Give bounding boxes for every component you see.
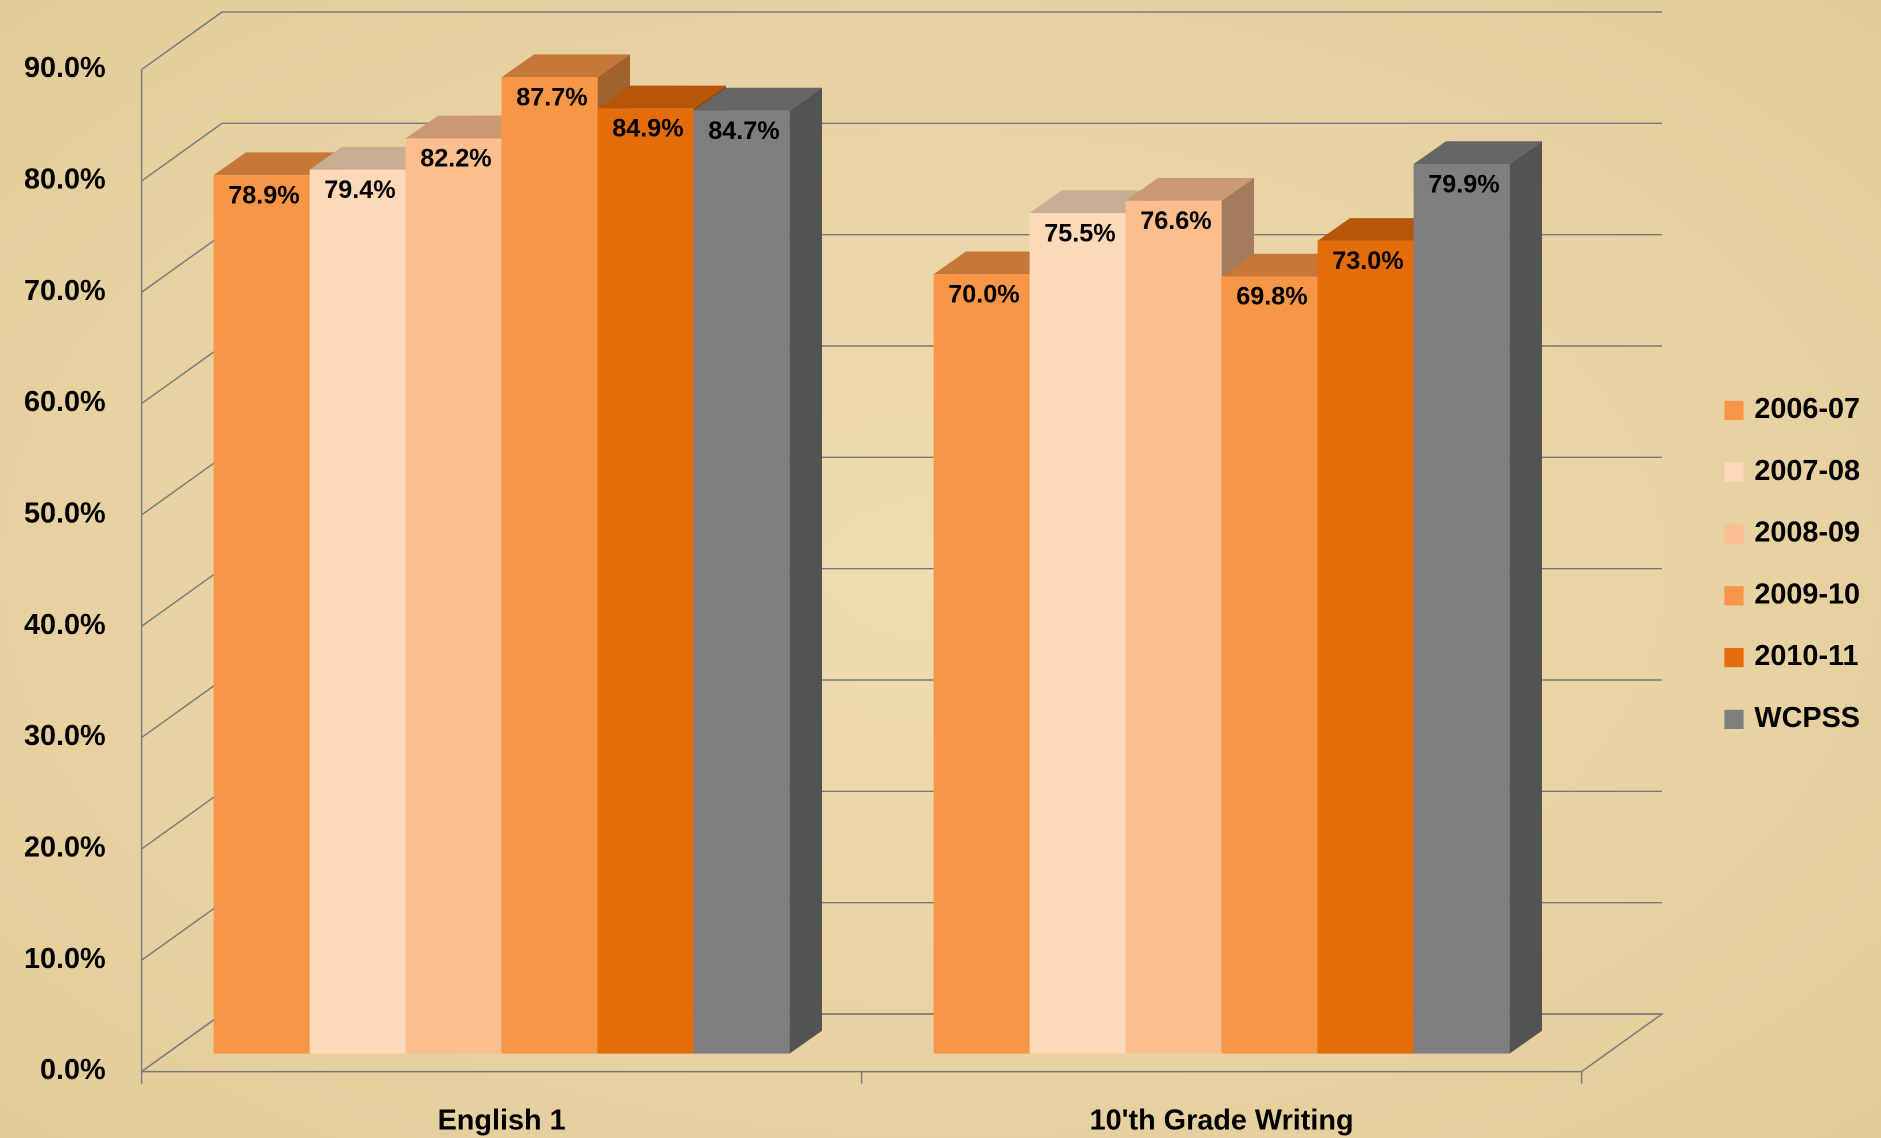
legend-label: 2008-09 <box>1754 517 1860 549</box>
data-label: 76.6% <box>1140 207 1211 235</box>
bar-top <box>501 54 630 78</box>
y-tick-label: 90.0% <box>24 52 106 84</box>
legend-label: 2007-08 <box>1754 455 1860 487</box>
y-tick-label: 50.0% <box>24 498 106 530</box>
bar <box>933 274 1030 1054</box>
legend-label: 2010-11 <box>1754 640 1858 672</box>
y-tick-label: 40.0% <box>24 609 106 641</box>
bar-top <box>693 87 823 111</box>
bar-side <box>1509 141 1543 1054</box>
bar <box>501 77 598 1054</box>
y-tick-label: 30.0% <box>24 720 106 752</box>
legend-swatch <box>1724 462 1744 482</box>
bar-top <box>597 85 726 109</box>
data-label: 78.9% <box>228 181 299 209</box>
data-label: 84.9% <box>612 115 683 143</box>
data-label: 69.8% <box>1236 283 1307 311</box>
bar-top <box>1125 177 1254 201</box>
bar <box>1413 164 1510 1054</box>
legend-swatch <box>1724 524 1744 544</box>
data-label: 79.9% <box>1428 170 1499 198</box>
data-label: 73.0% <box>1332 247 1403 275</box>
bar-side <box>789 87 823 1054</box>
y-tick-label: 10.0% <box>24 943 106 975</box>
bar-top <box>1413 141 1543 165</box>
y-tick-label: 80.0% <box>24 164 106 196</box>
legend-swatch <box>1724 586 1744 606</box>
legend-swatch <box>1724 648 1744 668</box>
bar <box>597 108 694 1054</box>
plot-area: 0.0% 10.0% 20.0% 30.0% 40.0% 50.0% 60.0% 70.0% 8… <box>24 11 1860 1137</box>
bar <box>405 138 502 1054</box>
legend-label: 2006-07 <box>1754 393 1860 425</box>
legend-label: WCPSS <box>1754 702 1860 734</box>
bar <box>693 110 790 1054</box>
legend-swatch <box>1724 400 1744 421</box>
bar <box>309 169 406 1054</box>
data-label: 70.0% <box>948 281 1019 309</box>
data-label: 84.7% <box>708 117 779 145</box>
y-tick-label: 20.0% <box>24 832 106 864</box>
x-tick-label: 10'th Grade Writing <box>1090 1105 1354 1137</box>
x-tick-label: English 1 <box>438 1105 566 1137</box>
grid-line <box>141 122 1663 182</box>
y-tick-label: 60.0% <box>24 386 106 418</box>
legend-label: 2009-10 <box>1754 578 1860 610</box>
grid-line <box>141 11 1663 71</box>
bar <box>1317 240 1414 1054</box>
data-label: 79.4% <box>324 176 395 204</box>
bar <box>1125 200 1222 1054</box>
data-label: 75.5% <box>1044 219 1115 247</box>
bar <box>1221 276 1318 1054</box>
y-tick-label: 0.0% <box>40 1054 106 1086</box>
data-label: 82.2% <box>420 145 491 173</box>
bar <box>1029 213 1126 1054</box>
y-tick-label: 70.0% <box>24 275 106 307</box>
data-label: 87.7% <box>516 83 587 111</box>
bar <box>213 175 310 1054</box>
legend-swatch <box>1724 709 1744 729</box>
